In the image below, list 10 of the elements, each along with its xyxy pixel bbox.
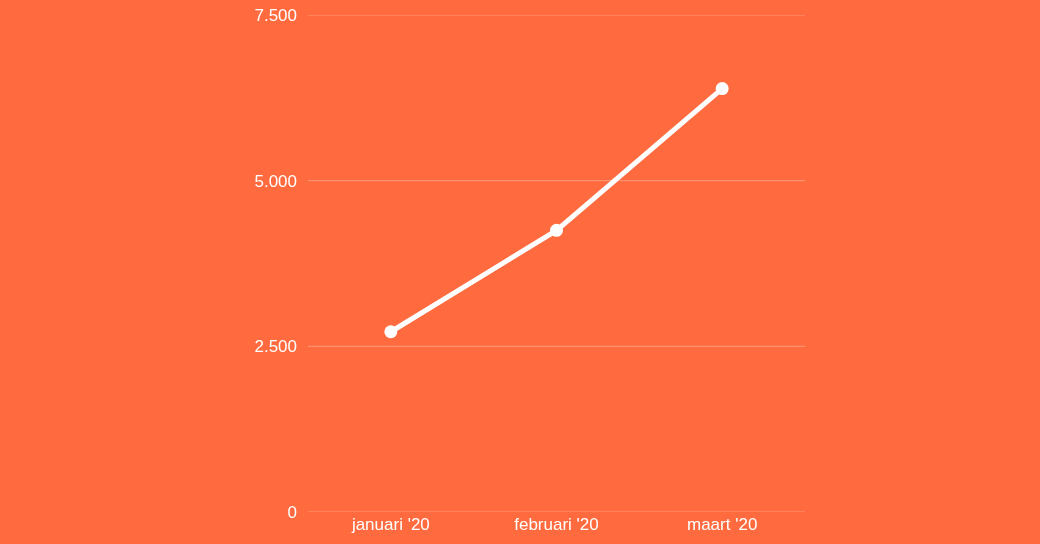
y-tick-label: 2.500 (254, 337, 297, 357)
y-tick-label: 7.500 (254, 5, 297, 25)
y-tick-label: 0 (287, 502, 297, 522)
x-tick-label: maart '20 (687, 515, 758, 534)
x-tick-label: januari '20 (350, 515, 430, 534)
point (715, 82, 729, 96)
x-tick-label: februari '20 (514, 515, 599, 534)
point (384, 325, 398, 339)
y-tick-label: 5.000 (254, 171, 297, 191)
point (550, 223, 563, 237)
